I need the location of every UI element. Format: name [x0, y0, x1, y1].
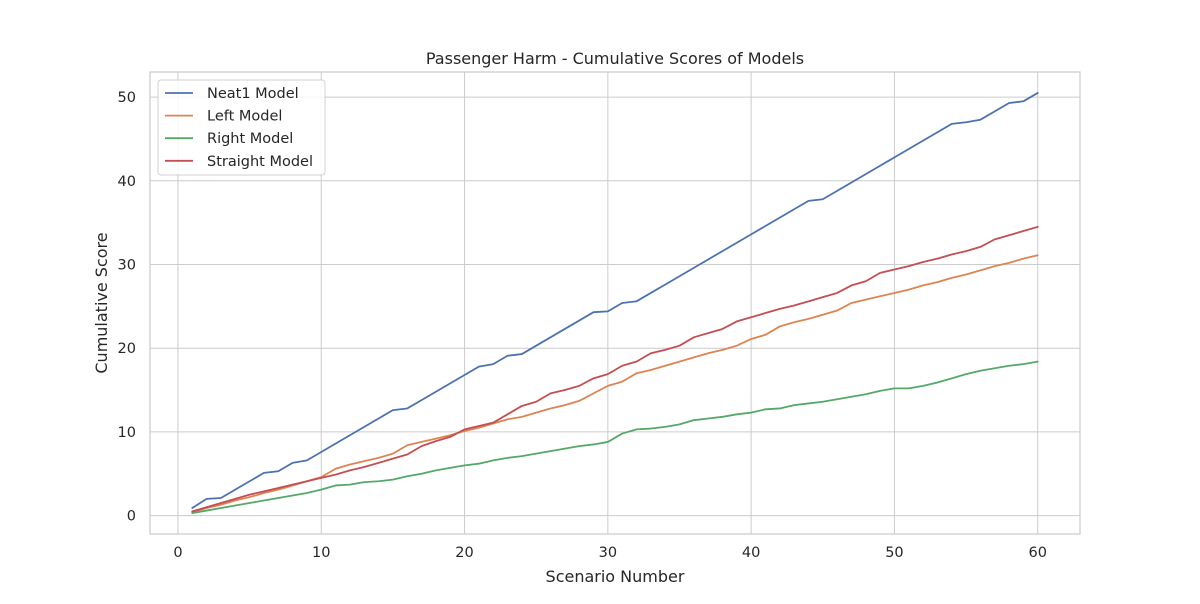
grid-lines	[150, 72, 1080, 534]
series-line-neat1-model	[191, 92, 1039, 509]
x-tick-label: 10	[312, 545, 330, 561]
y-tick-label: 40	[118, 174, 136, 190]
x-tick-label: 40	[742, 545, 760, 561]
legend: Neat1 Model Left Model Right Model Straight…	[157, 79, 326, 176]
y-tick-label: 0	[127, 509, 136, 525]
series-line-right-model	[191, 360, 1039, 514]
y-tick-label: 20	[118, 341, 136, 357]
legend-entry-label: Right Model	[207, 131, 293, 147]
x-tick-label: 50	[885, 545, 903, 561]
legend-entry-label: Straight Model	[207, 154, 313, 170]
y-axis-label: Cumulative Score	[92, 232, 111, 373]
x-tick-label: 60	[1029, 545, 1047, 561]
legend-entry-label: Left Model	[207, 109, 282, 125]
series-line-left-model	[191, 254, 1039, 514]
plot-border	[149, 71, 1081, 535]
series-lines	[191, 92, 1039, 514]
x-tick-label: 0	[173, 545, 182, 561]
series-line-straight-model	[191, 225, 1039, 513]
y-tick-label: 30	[118, 258, 136, 274]
tick-labels: 0 10 20 30 40 50 60 0 10 20 30 40 50	[118, 90, 1047, 561]
legend-box	[157, 79, 326, 176]
y-tick-label: 10	[118, 425, 136, 441]
x-tick-label: 30	[599, 545, 617, 561]
chart-title: Passenger Harm - Cumulative Scores of Mo…	[426, 49, 804, 68]
y-tick-label: 50	[118, 90, 136, 106]
legend-entry-label: Neat1 Model	[207, 86, 299, 102]
x-axis-label: Scenario Number	[546, 567, 685, 586]
x-tick-label: 20	[455, 545, 473, 561]
